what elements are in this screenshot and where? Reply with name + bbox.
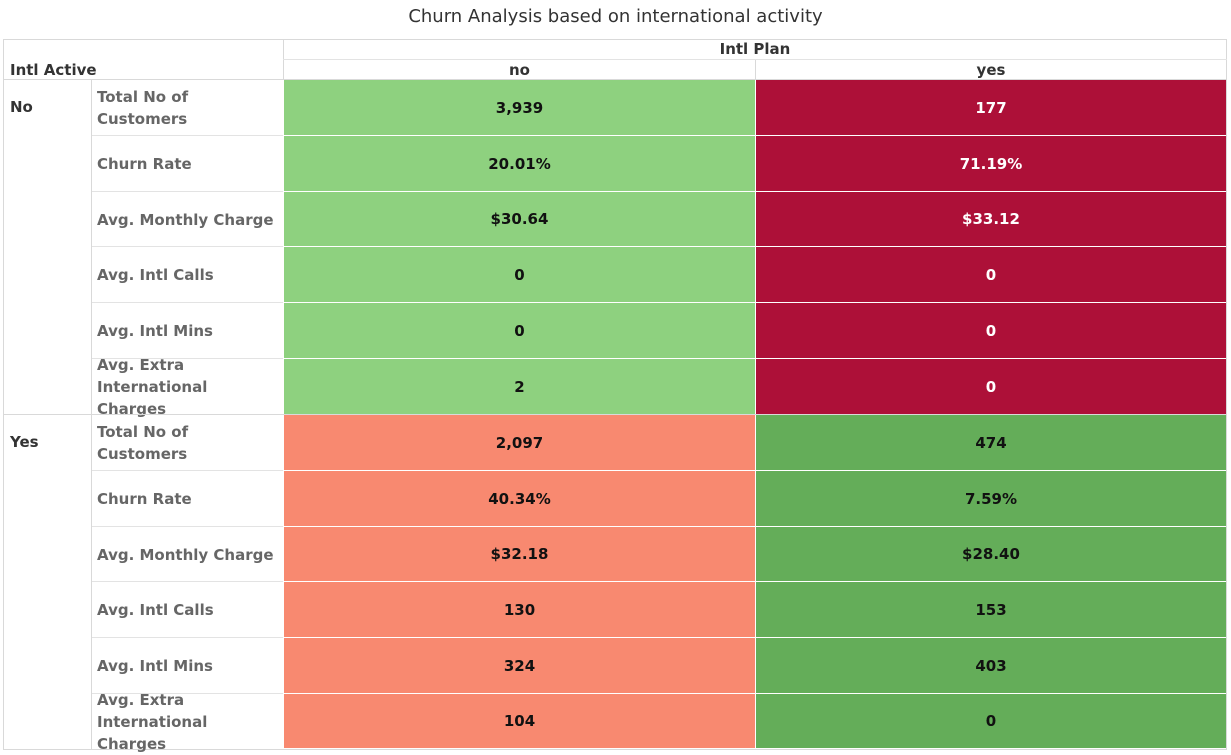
metric-label: Avg. Monthly Charge	[97, 527, 281, 582]
row-group-label: Yes	[10, 433, 39, 451]
table-cell: 40.34%	[284, 471, 755, 526]
table-cell: 403	[756, 638, 1226, 693]
metric-column-divider	[91, 80, 92, 415]
metric-label: Total No of Customers	[97, 415, 281, 471]
metric-row-divider	[92, 581, 283, 582]
table-cell: 2	[284, 359, 755, 414]
table-cell: 130	[284, 582, 755, 637]
table-border-left	[3, 39, 4, 750]
metric-label: Avg. Intl Mins	[97, 638, 281, 694]
chart-title: Churn Analysis based on international ac…	[0, 6, 1231, 27]
metric-row-divider	[92, 246, 283, 247]
metric-row-divider	[92, 637, 283, 638]
metric-label: Avg. Extra International Charges	[97, 359, 281, 415]
metric-row-divider	[92, 302, 283, 303]
table-cell: 0	[756, 247, 1226, 302]
table-cell: 71.19%	[756, 136, 1226, 191]
metric-column-divider	[91, 415, 92, 749]
metric-row-divider	[92, 191, 283, 192]
column-header-no: no	[284, 60, 755, 80]
table-cell: $33.12	[756, 192, 1226, 246]
table-cell: 104	[284, 694, 755, 748]
table-cell: 0	[284, 303, 755, 358]
table-cell: 177	[756, 80, 1226, 135]
row-group-label: No	[10, 98, 33, 116]
row-dimension-label: Intl Active	[10, 60, 97, 80]
table-cell: 3,939	[284, 80, 755, 135]
table-cell: 0	[756, 694, 1226, 748]
table-cell: 20.01%	[284, 136, 755, 191]
metric-row-divider	[92, 693, 283, 694]
table-cell: 153	[756, 582, 1226, 637]
metric-label: Avg. Intl Calls	[97, 247, 281, 303]
metric-label: Churn Rate	[97, 136, 281, 192]
table-cell: $28.40	[756, 527, 1226, 581]
table-cell: 7.59%	[756, 471, 1226, 526]
metric-row-divider	[92, 470, 283, 471]
metric-label: Total No of Customers	[97, 80, 281, 136]
table-cell: 0	[284, 247, 755, 302]
metric-label: Churn Rate	[97, 471, 281, 527]
table-border-right	[1226, 39, 1227, 750]
metric-label: Avg. Extra International Charges	[97, 694, 281, 749]
table-cell: 0	[756, 303, 1226, 358]
metric-label: Avg. Intl Calls	[97, 582, 281, 638]
metric-row-divider	[92, 526, 283, 527]
metric-row-divider	[92, 135, 283, 136]
table-cell: $30.64	[284, 192, 755, 246]
metric-row-divider	[92, 358, 283, 359]
table-cell: 324	[284, 638, 755, 693]
table-cell: 0	[756, 359, 1226, 414]
table-cell: $32.18	[284, 527, 755, 581]
metric-label: Avg. Intl Mins	[97, 303, 281, 359]
table-cell: 2,097	[284, 415, 755, 470]
metric-label: Avg. Monthly Charge	[97, 192, 281, 247]
column-header-yes: yes	[756, 60, 1226, 80]
column-dimension-label: Intl Plan	[284, 40, 1226, 59]
table-cell: 474	[756, 415, 1226, 470]
